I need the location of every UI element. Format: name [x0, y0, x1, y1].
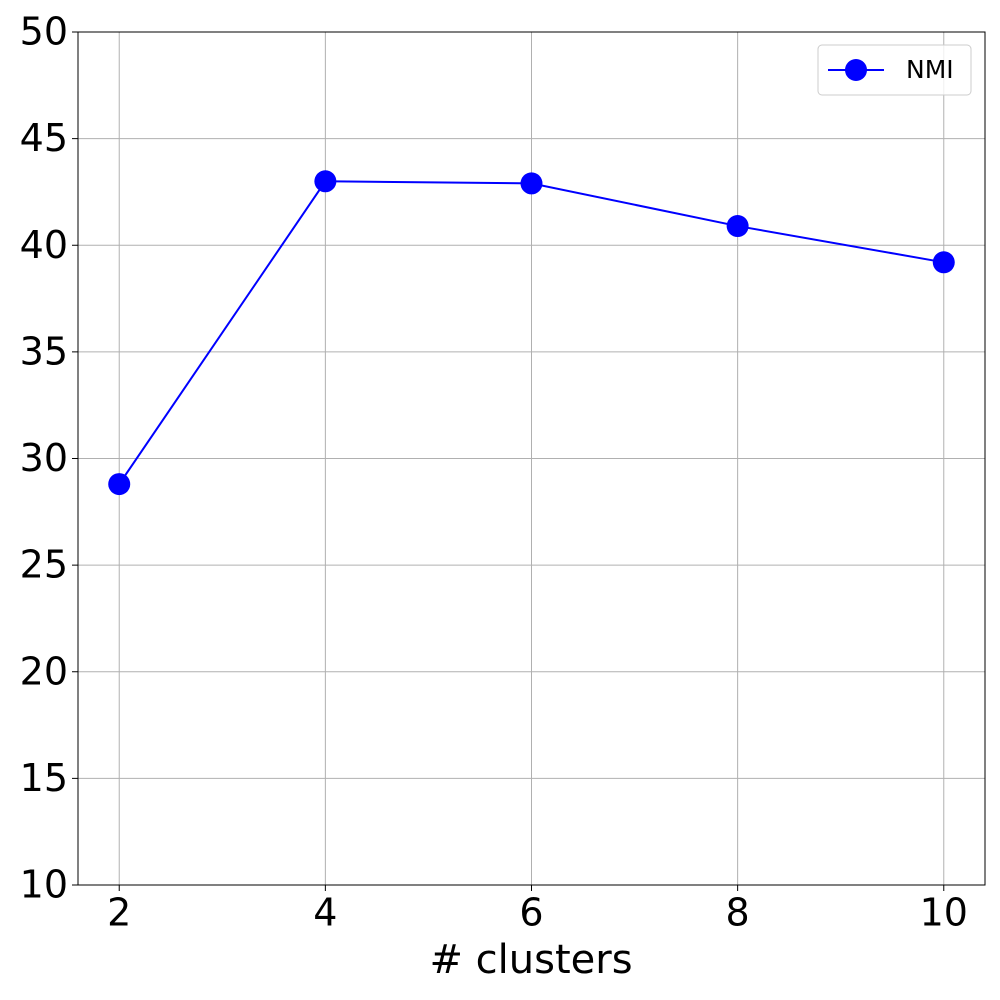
legend-marker: [845, 59, 867, 81]
x-tick-label: 10: [920, 891, 968, 935]
y-tick-label: 45: [20, 116, 68, 160]
y-tick-label: 40: [20, 223, 68, 267]
marker: [108, 473, 131, 496]
y-tick-label: 15: [20, 756, 68, 800]
y-tick-label: 50: [20, 10, 68, 54]
y-tick-label: 10: [20, 863, 68, 907]
marker: [726, 215, 749, 238]
y-tick-label: 30: [20, 436, 68, 480]
x-tick-label: 2: [107, 891, 131, 935]
legend-box: [817, 44, 972, 96]
x-tick-label: 4: [313, 891, 337, 935]
x-axis-label: # clusters: [429, 937, 632, 983]
marker: [932, 251, 955, 274]
marker: [520, 172, 543, 195]
marker: [314, 170, 337, 193]
legend: NMI: [817, 44, 972, 96]
legend-label: NMI: [906, 55, 954, 84]
plot-frame: [77, 31, 986, 886]
y-tick-label: 25: [20, 543, 68, 587]
y-tick-label: 35: [20, 329, 68, 373]
x-tick-label: 8: [726, 891, 750, 935]
x-tick-label: 6: [519, 891, 543, 935]
y-tick-label: 20: [20, 649, 68, 693]
